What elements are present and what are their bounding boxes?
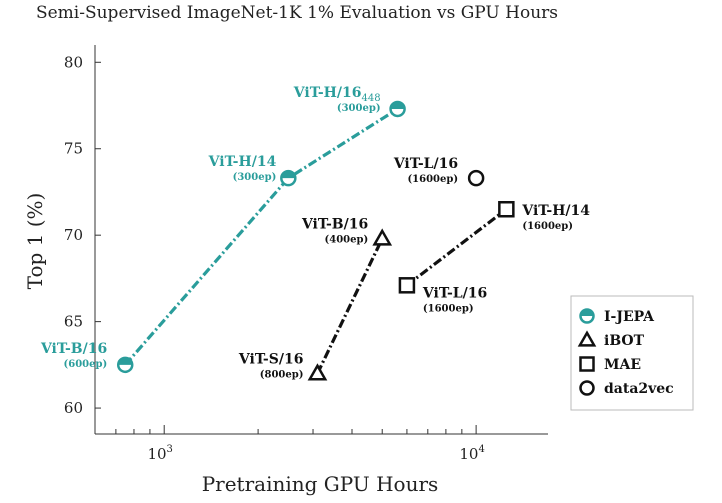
point-epochs: (1600ep)	[423, 303, 474, 314]
marker-triangle	[372, 228, 393, 246]
point-label: ViT-B/16	[40, 341, 107, 357]
point-epochs: (300ep)	[233, 172, 277, 183]
marker-square	[498, 200, 515, 218]
point-label: ViT-H/14	[208, 154, 277, 170]
point-label: ViT-L/16	[422, 285, 487, 301]
y-tick-label: 70	[64, 226, 83, 244]
legend-label: iBOT	[604, 333, 645, 349]
point-label: ViT-H/14	[521, 203, 590, 219]
x-tick-exponent: 3	[167, 444, 173, 455]
marker-triangle	[577, 330, 597, 347]
data-point	[116, 356, 134, 374]
point-label: ViT-H/16448	[293, 85, 381, 104]
marker-circle	[467, 169, 485, 187]
point-epochs: (400ep)	[325, 235, 369, 246]
data-point	[372, 228, 393, 246]
marker-fill	[390, 101, 405, 109]
x-tick-label: 104	[459, 444, 484, 463]
data-point	[307, 363, 328, 381]
y-axis-label: Top 1 (%)	[23, 193, 47, 290]
series-line	[316, 237, 384, 375]
point-label: ViT-L/16	[393, 156, 458, 172]
y-tick-label: 60	[64, 399, 83, 417]
legend-label: I-JEPA	[604, 309, 655, 325]
point-epochs: (800ep)	[260, 369, 304, 380]
marker-fill	[281, 171, 296, 179]
point-label: ViT-S/16	[238, 351, 304, 367]
marker-fill	[580, 309, 594, 316]
chart-title: Semi-Supervised ImageNet-1K 1% Evaluatio…	[36, 3, 558, 23]
data-point	[389, 100, 406, 118]
legend-label: MAE	[604, 357, 641, 373]
legend-marker	[579, 380, 595, 396]
data-point	[398, 277, 416, 294]
marker-circle	[579, 380, 595, 396]
x-tick-exponent: 4	[478, 444, 484, 455]
point-epochs: (1600ep)	[407, 174, 458, 185]
legend-marker	[579, 356, 595, 372]
series-line	[405, 207, 508, 287]
legend-marker	[577, 330, 597, 347]
marker-triangle	[307, 363, 328, 381]
x-tick-label: 103	[147, 444, 172, 463]
x-axis-label: Pretraining GPU Hours	[202, 472, 439, 496]
point-epochs: (300ep)	[337, 103, 381, 114]
marker-square	[398, 277, 416, 294]
y-tick-label: 65	[64, 313, 83, 331]
point-label: ViT-B/16	[301, 217, 368, 233]
marker-fill	[118, 357, 133, 365]
point-epochs: (1600ep)	[522, 221, 573, 232]
data-point	[498, 200, 515, 218]
plot-area: 60 65 70 75 80 103 104 ViT-B/16 (600ep) ViT-H/14 (…	[40, 45, 590, 463]
point-label-subscript: 448	[361, 93, 380, 104]
legend-label: data2vec	[604, 381, 674, 397]
y-tick-label: 80	[64, 53, 83, 71]
y-tick-label: 75	[64, 140, 83, 158]
legend-marker	[579, 308, 595, 324]
marker-square	[579, 356, 595, 372]
data-point	[280, 169, 297, 187]
point-epochs: (600ep)	[64, 359, 108, 370]
legend: I-JEPA iBOT MAE data2vec	[570, 295, 694, 411]
data-point	[467, 169, 485, 187]
